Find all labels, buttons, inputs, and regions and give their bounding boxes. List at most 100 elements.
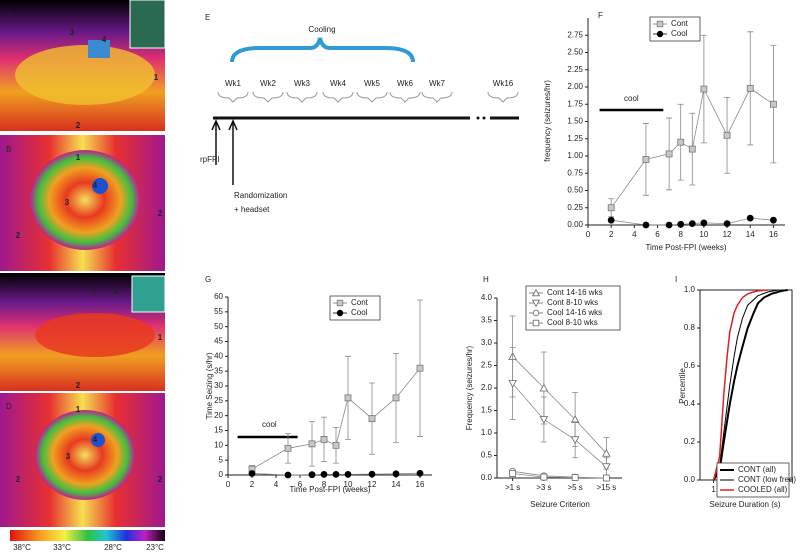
y-axis-label: Frequency (seizures/hr) bbox=[465, 345, 474, 430]
week-brace bbox=[322, 91, 354, 103]
x-tick-label: 12 bbox=[723, 230, 732, 239]
inset-image bbox=[129, 0, 166, 49]
region-number: 4 bbox=[93, 181, 98, 190]
panel-letter: A bbox=[6, 11, 12, 20]
marker bbox=[284, 471, 292, 479]
week-label: Wk4 bbox=[330, 79, 347, 88]
plot-frame bbox=[699, 289, 793, 481]
region-number: 2 bbox=[76, 381, 81, 390]
legend-label: Cont 8-10 wks bbox=[547, 298, 598, 307]
colorbar-label: 33°C bbox=[53, 543, 71, 552]
y-tick-label: 0.0 bbox=[684, 475, 696, 484]
y-tick-label: 2.50 bbox=[567, 48, 583, 57]
timeline-title: Cooling bbox=[308, 25, 335, 34]
x-axis-label: Seizure Duration (s) bbox=[709, 500, 780, 509]
region-number: 1 bbox=[76, 153, 81, 162]
y-tick-label: 20 bbox=[214, 411, 223, 420]
series-line bbox=[512, 473, 607, 479]
y-tick-label: 3.5 bbox=[481, 316, 493, 325]
thermal-shape bbox=[88, 40, 110, 58]
week-label: Wk3 bbox=[294, 79, 311, 88]
ellipsis-dot bbox=[476, 116, 480, 120]
thermal-shape bbox=[91, 433, 105, 447]
marker bbox=[602, 463, 611, 472]
panel-letter: D bbox=[6, 402, 12, 411]
region-number: 3 bbox=[92, 285, 97, 294]
marker bbox=[723, 131, 731, 139]
y-tick-label: 1.50 bbox=[567, 117, 583, 126]
x-tick-label: >15 s bbox=[596, 483, 616, 492]
marker bbox=[770, 216, 777, 224]
region-number: 1 bbox=[76, 405, 81, 414]
series-line bbox=[512, 356, 607, 454]
x-tick-label: >3 s bbox=[536, 483, 551, 492]
y-tick-label: 0.2 bbox=[684, 437, 696, 446]
y-tick-label: 60 bbox=[214, 292, 223, 301]
colorbar-label: 28°C bbox=[104, 543, 122, 552]
inset-image bbox=[131, 275, 166, 313]
x-tick-label: 2 bbox=[609, 230, 614, 239]
legend-label: Cool bbox=[671, 29, 688, 38]
x-tick-label: 2 bbox=[250, 480, 255, 489]
y-tick-label: 1.0 bbox=[684, 285, 696, 294]
marker bbox=[509, 470, 517, 477]
x-tick-label: 4 bbox=[632, 230, 637, 239]
y-tick-label: 45 bbox=[214, 337, 223, 346]
marker bbox=[677, 220, 685, 228]
y-axis-label: frequency (seizures/hr) bbox=[543, 80, 552, 162]
timeline-shapes bbox=[211, 37, 519, 185]
x-tick-label: 14 bbox=[746, 230, 755, 239]
colorbar bbox=[10, 530, 165, 541]
y-tick-label: 3.0 bbox=[481, 338, 493, 347]
y-tick-label: 2.5 bbox=[481, 361, 493, 370]
marker bbox=[746, 84, 754, 92]
panel-letter: H bbox=[483, 275, 489, 284]
ellipsis-dot bbox=[482, 116, 486, 120]
colorbar-label: 38°C bbox=[13, 543, 31, 552]
marker bbox=[332, 441, 340, 449]
week-brace bbox=[487, 91, 519, 103]
y-tick-label: 0.8 bbox=[684, 323, 696, 332]
legend-label: CONT (all) bbox=[738, 465, 776, 474]
week-brace bbox=[217, 91, 249, 103]
y-tick-label: 0.00 bbox=[567, 220, 583, 229]
marker bbox=[688, 220, 696, 228]
y-tick-label: 0.25 bbox=[567, 203, 583, 212]
x-tick-label: 8 bbox=[678, 230, 683, 239]
region-number: 3 bbox=[65, 198, 70, 207]
legend-label: Cool 14-16 wks bbox=[547, 308, 602, 317]
y-axis-label: Percentile bbox=[678, 368, 687, 404]
week-label: Wk16 bbox=[493, 79, 514, 88]
week-brace bbox=[356, 91, 388, 103]
marker bbox=[336, 299, 344, 307]
marker bbox=[248, 470, 256, 477]
region-number: 1 bbox=[158, 333, 163, 342]
marker bbox=[392, 394, 400, 402]
x-tick-label: 6 bbox=[655, 230, 660, 239]
marker bbox=[700, 85, 708, 93]
thermal-shape bbox=[35, 410, 135, 500]
region-number: 2 bbox=[158, 209, 163, 218]
y-tick-label: 2.00 bbox=[567, 82, 583, 91]
marker bbox=[656, 30, 664, 38]
marker bbox=[570, 436, 580, 445]
y-tick-label: 0.4 bbox=[684, 399, 696, 408]
marker bbox=[368, 415, 376, 423]
marker bbox=[688, 145, 696, 153]
x-tick-label: 0 bbox=[226, 480, 231, 489]
marker bbox=[540, 473, 548, 481]
marker bbox=[416, 364, 424, 372]
y-tick-label: 30 bbox=[214, 381, 223, 390]
legend-label: Cool bbox=[351, 308, 368, 317]
region-number: 2 bbox=[16, 475, 21, 484]
panel-letter: E bbox=[205, 13, 210, 22]
y-tick-label: 4.0 bbox=[481, 293, 493, 302]
y-tick-label: 2.0 bbox=[481, 383, 493, 392]
marker bbox=[746, 214, 754, 222]
colorbar-label: 23°C bbox=[146, 543, 164, 552]
region-number: 2 bbox=[76, 121, 81, 130]
week-label: Wk5 bbox=[364, 79, 381, 88]
marker bbox=[607, 216, 615, 224]
legend-label: Cont 14-16 wks bbox=[547, 288, 603, 297]
marker bbox=[607, 204, 615, 212]
